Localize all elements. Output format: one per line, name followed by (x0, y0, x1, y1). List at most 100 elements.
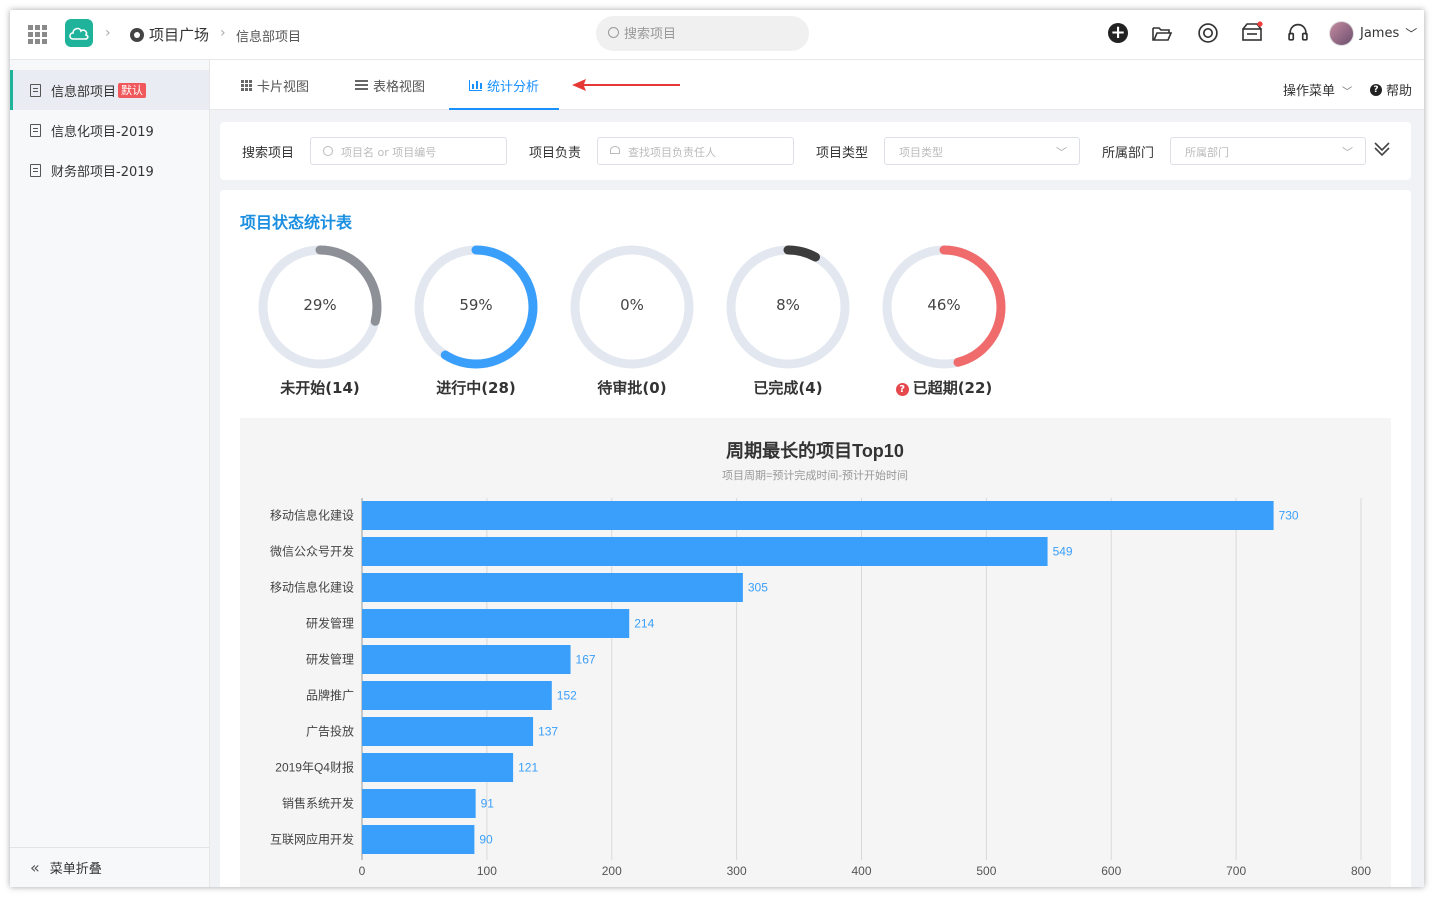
x-tick-label: 500 (976, 864, 996, 878)
document-icon (30, 83, 41, 97)
tab-label: 表格视图 (373, 79, 426, 95)
document-icon (30, 163, 41, 177)
y-category-label: 研发管理 (306, 616, 354, 631)
help-icon: ? (1370, 83, 1382, 96)
type-placeholder: 项目类型 (899, 146, 943, 159)
y-category-label: 销售系统开发 (282, 796, 354, 811)
help-link[interactable]: ? 帮助 (1370, 80, 1412, 99)
bar-value-label: 167 (576, 653, 596, 667)
x-tick-label: 0 (359, 864, 366, 878)
sidebar-item-info-dept[interactable]: 信息部项目 默认 (10, 70, 209, 110)
user-menu[interactable]: James ﹀ (1329, 21, 1417, 46)
bar (362, 573, 743, 602)
bar-chart-icon (469, 79, 482, 91)
owner-placeholder: 查找项目负责任人 (628, 146, 716, 159)
compass-icon (130, 27, 144, 42)
sidebar-item-info-2019[interactable]: 信息化项目-2019 (10, 110, 209, 150)
chevron-down-icon: ﹀ (1342, 146, 1353, 159)
status-ring: 46%? 已超期(22) (879, 242, 1009, 397)
user-icon (610, 146, 620, 154)
add-icon[interactable]: + (1108, 23, 1128, 43)
x-tick-label: 200 (602, 864, 622, 878)
default-badge: 默认 (118, 82, 147, 98)
ring-label: ? 已超期(22) (859, 377, 1029, 398)
sidebar-item-finance-2019[interactable]: 财务部项目-2019 (10, 150, 209, 190)
bar-value-label: 730 (1279, 509, 1299, 523)
ring-progress-arc (726, 245, 850, 369)
ring-label: 进行中(28) (391, 377, 561, 398)
bar-value-label: 549 (1053, 545, 1073, 559)
ring-percent: 59% (459, 296, 493, 314)
owner-search-input[interactable]: 查找项目负责任人 (597, 137, 794, 165)
ring-label-text: 已完成(4) (753, 379, 823, 397)
x-tick-label: 300 (727, 864, 747, 878)
y-category-label: 2019年Q4财报 (275, 760, 354, 775)
tab-label: 卡片视图 (257, 79, 310, 95)
bar-value-label: 90 (479, 833, 493, 847)
ring-graphic (882, 245, 1006, 369)
ring-graphic (414, 245, 538, 369)
top-search-box[interactable] (596, 16, 809, 51)
breadcrumb-current[interactable]: 信息部项目 (236, 30, 302, 45)
x-tick-label: 800 (1351, 864, 1371, 878)
sidebar-item-label: 信息化项目-2019 (51, 124, 154, 140)
y-category-label: 微信公众号开发 (270, 544, 354, 559)
bar (362, 717, 534, 746)
ring-percent: 29% (303, 296, 337, 314)
ring-graphic (258, 245, 382, 369)
dept-label: 所属部门 (1102, 146, 1155, 161)
breadcrumb-root[interactable]: 项目广场 (130, 24, 209, 45)
search-icon (323, 146, 333, 156)
status-ring: 29% 未开始(14) (255, 242, 385, 397)
top-bar: › 项目广场 › 信息部项目 + (10, 10, 1424, 60)
apps-grid-icon[interactable] (28, 25, 47, 44)
ring-graphic (570, 245, 694, 369)
bar-value-label: 121 (518, 761, 538, 775)
top10-bar-chart: 周期最长的项目Top10 项目周期=预计完成时间-预计开始时间 0 100 200 3… (270, 440, 1371, 878)
ring-label-text: 进行中(28) (436, 379, 516, 397)
type-label: 项目类型 (816, 146, 869, 161)
y-category-label: 研发管理 (306, 652, 354, 667)
inbox-notification-icon[interactable] (1241, 21, 1263, 43)
tab-stats[interactable]: 统计分析 (448, 60, 560, 110)
y-category-label: 移动信息化建设 (270, 508, 354, 523)
headset-icon[interactable] (1287, 22, 1309, 44)
tab-table-view[interactable]: 表格视图 (355, 60, 425, 110)
x-tick-label: 400 (851, 864, 871, 878)
sidebar: 信息部项目 默认 信息化项目-2019 财务部项目-2019 « 菜单折叠 (10, 60, 210, 887)
breadcrumb-root-label: 项目广场 (149, 26, 210, 44)
lifebuoy-icon[interactable] (1197, 22, 1219, 44)
warning-icon: ? (895, 383, 909, 396)
cloud-icon (69, 27, 89, 40)
status-ring: 59% 进行中(28) (411, 242, 541, 397)
y-category-label: 品牌推广 (306, 689, 354, 703)
ring-track (570, 245, 694, 369)
sidebar-item-label: 财务部项目-2019 (51, 164, 154, 180)
ring-label: 未开始(14) (235, 377, 405, 398)
red-arrow-annotation (572, 79, 680, 91)
folder-icon[interactable] (1151, 23, 1173, 45)
collapse-menu-button[interactable]: « 菜单折叠 (10, 847, 209, 887)
app-window: › 项目广场 › 信息部项目 + (10, 10, 1424, 887)
ring-percent: 0% (620, 296, 644, 314)
tab-card-view[interactable]: 卡片视图 (241, 60, 309, 110)
top10-chart-panel: 周期最长的项目Top10 项目周期=预计完成时间-预计开始时间 0 100 200 3… (240, 418, 1391, 887)
chevron-right-icon: › (220, 25, 226, 41)
chevron-down-icon: ﹀ (1405, 27, 1418, 41)
dept-select[interactable]: 所属部门 ﹀ (1170, 137, 1366, 165)
app-logo[interactable] (65, 19, 93, 47)
x-tick-label: 600 (1101, 864, 1121, 878)
x-tick-label: 700 (1226, 864, 1246, 878)
project-search-input[interactable]: 项目名 or 项目编号 (310, 137, 507, 165)
ring-label-text: 未开始(14) (280, 379, 360, 397)
ring-percent: 8% (776, 296, 800, 314)
collapse-menu-label: 菜单折叠 (49, 862, 102, 877)
expand-filters-icon[interactable] (1373, 140, 1391, 158)
chevron-down-icon: ﹀ (1342, 87, 1353, 98)
type-select[interactable]: 项目类型 ﹀ (884, 137, 1080, 165)
ring-label: 待审批(0) (547, 377, 717, 398)
stats-title: 项目状态统计表 (240, 213, 353, 232)
ops-menu-dropdown[interactable]: 操作菜单 ﹀ (1283, 80, 1352, 99)
tab-label: 统计分析 (487, 79, 540, 95)
top-search-input[interactable] (624, 24, 794, 44)
